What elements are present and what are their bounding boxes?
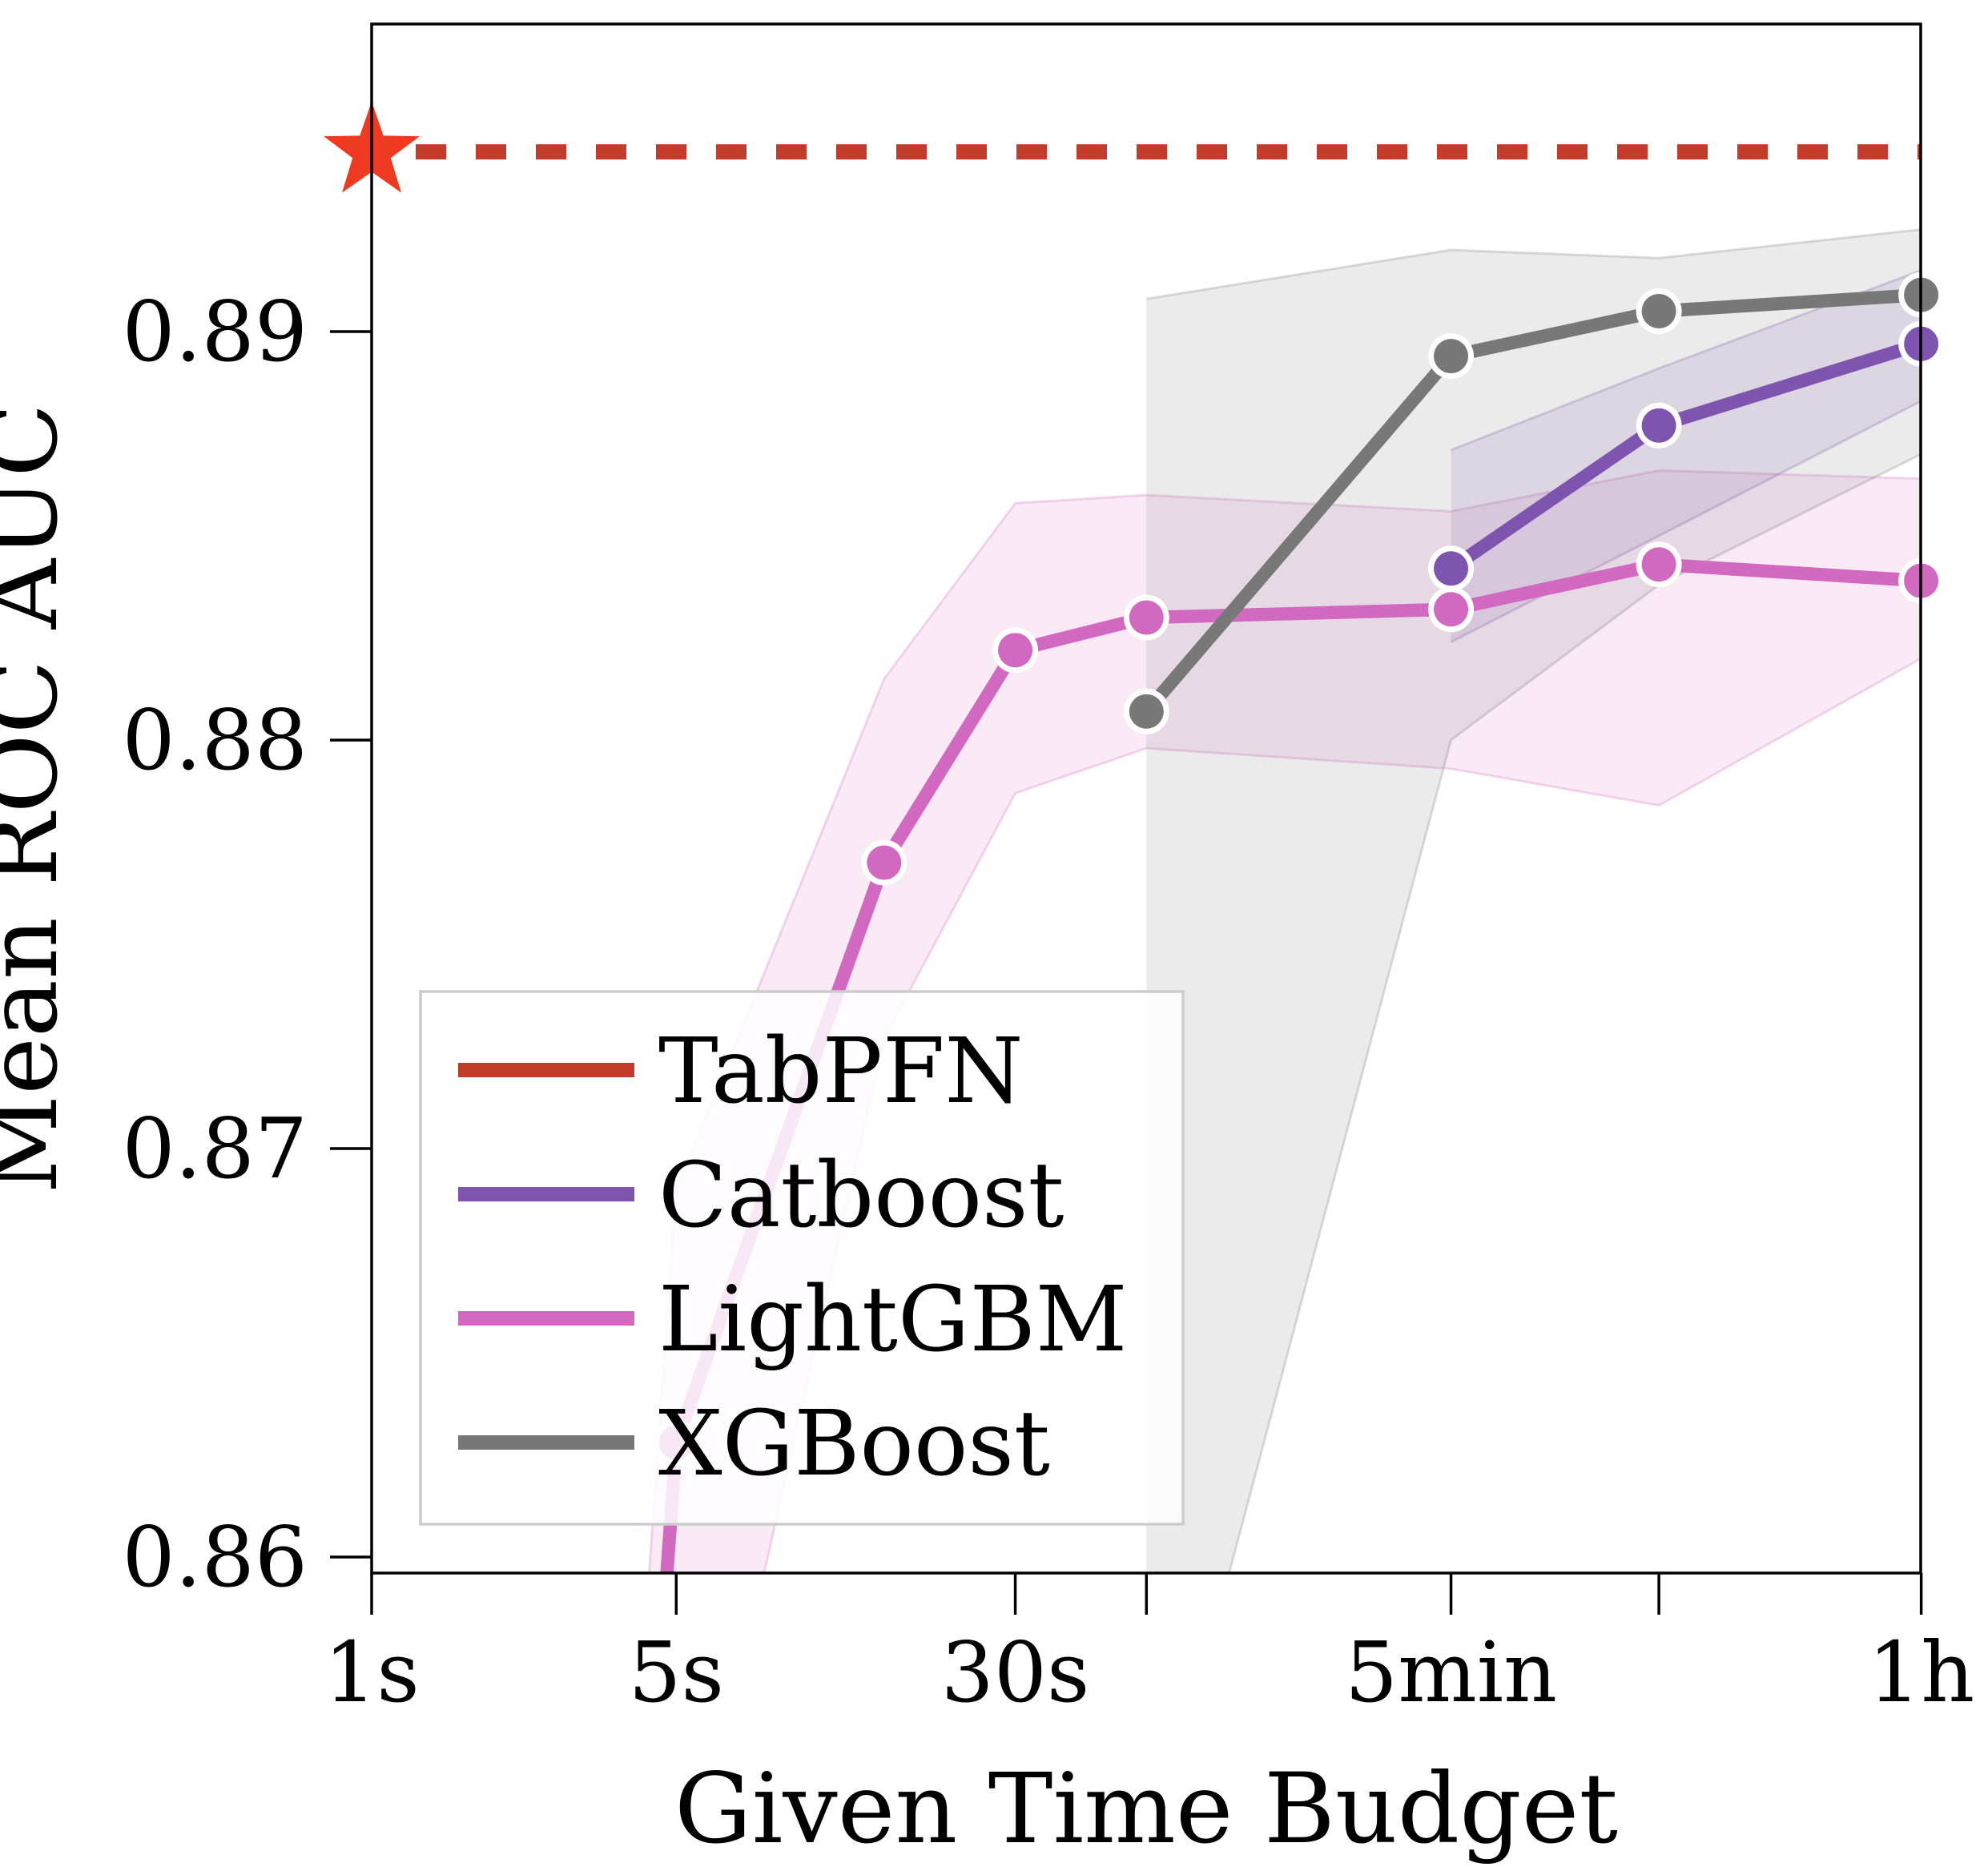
x-tick-label-5min: 5min <box>1345 1624 1557 1721</box>
band-edge-lower-catboost <box>1450 400 1921 643</box>
legend-item-tabpfn: TabPFN <box>458 1020 1024 1124</box>
x-tick-label-30s: 30s <box>941 1624 1090 1721</box>
legend-item-lightgbm: LightGBM <box>458 1268 1127 1372</box>
legend-label-catboost: Catboost <box>658 1144 1064 1248</box>
x-tick-label-5s: 5s <box>628 1624 724 1721</box>
point-xgboost-0 <box>1123 688 1169 734</box>
band-lightgbm <box>649 470 1921 1573</box>
point-catboost-0 <box>1428 545 1475 592</box>
line-xgboost <box>1140 288 1921 718</box>
legend-item-catboost: Catboost <box>458 1144 1064 1248</box>
y-axis-label: Mean ROC AUC <box>0 403 79 1193</box>
point-xgboost-2 <box>1636 288 1682 334</box>
point-lightgbm-4 <box>1123 594 1169 641</box>
band-edge-lower-lightgbm <box>763 657 1921 1573</box>
legend-label-lightgbm: LightGBM <box>658 1268 1127 1372</box>
point-lightgbm-5 <box>1428 586 1475 633</box>
point-catboost-1 <box>1636 402 1682 449</box>
band-catboost <box>1451 270 1921 642</box>
y-tick-label-0.87: 0.87 <box>122 1100 308 1197</box>
band-edge-lower-xgboost <box>1228 453 1921 1573</box>
legend-label-tabpfn: TabPFN <box>658 1020 1024 1124</box>
legend-label-xgboost: XGBoost <box>658 1392 1050 1496</box>
point-lightgbm-6 <box>1636 541 1682 588</box>
x-tick-label-1s: 1s <box>324 1624 420 1721</box>
point-lightgbm-3 <box>992 627 1039 674</box>
legend: TabPFN Catboost LightGBM XGBoost <box>419 990 1185 1526</box>
confidence-bands <box>647 228 1921 1573</box>
x-axis-label: Given Time Budget <box>674 1752 1618 1865</box>
axes: 1s 5s 30s 5min 1h 0.86 0.87 0.88 0.89 <box>122 22 1974 1721</box>
band-xgboost <box>1146 229 1921 1573</box>
point-xgboost-1 <box>1428 333 1475 380</box>
x-tick-label-1h: 1h <box>1868 1624 1974 1721</box>
y-tick-label-0.88: 0.88 <box>122 691 308 789</box>
point-lightgbm-2 <box>861 839 907 886</box>
y-tick-label-0.89: 0.89 <box>122 283 308 380</box>
legend-item-xgboost: XGBoost <box>458 1392 1050 1496</box>
y-tick-label-0.86: 0.86 <box>122 1508 308 1606</box>
band-edge-upper-xgboost <box>1146 228 1921 300</box>
